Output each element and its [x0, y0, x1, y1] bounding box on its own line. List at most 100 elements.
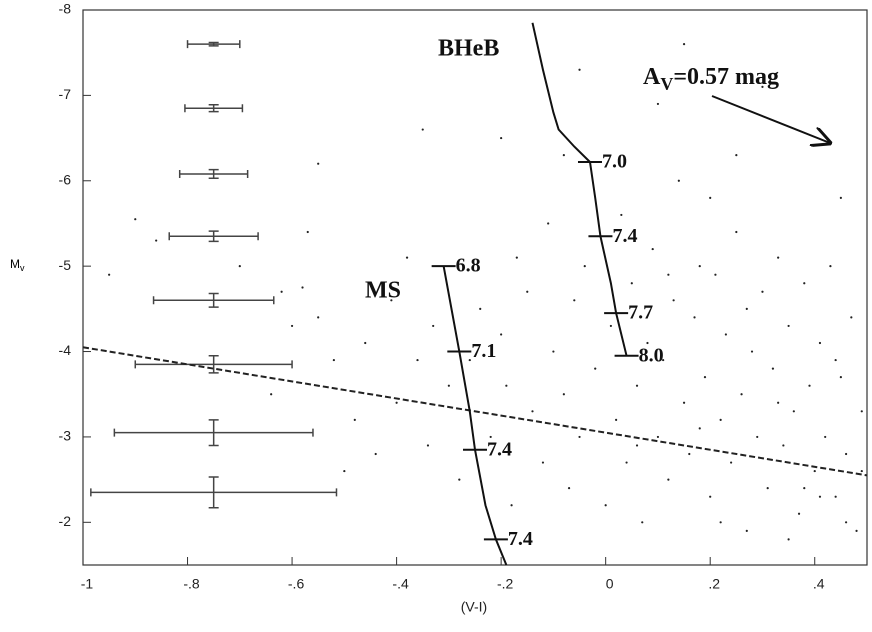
star-point	[306, 230, 309, 234]
star-point	[761, 290, 764, 293]
star-point	[698, 265, 701, 268]
error-bar-x-caps	[184, 104, 244, 113]
star-point	[730, 461, 733, 464]
star-point	[635, 384, 639, 387]
plot-frame	[82, 9, 868, 566]
star-point	[808, 384, 811, 387]
error-bar-x-caps	[168, 232, 259, 241]
star-point	[656, 435, 660, 439]
star-point	[709, 196, 712, 199]
star-point	[447, 43, 450, 46]
x-tick-label: .2	[708, 576, 720, 592]
star-point	[860, 469, 863, 473]
error-bar-y	[208, 292, 219, 308]
star-point	[630, 282, 633, 285]
star-point	[803, 282, 806, 285]
star-point	[698, 427, 701, 430]
star-point	[620, 213, 623, 217]
star-point	[625, 461, 628, 464]
error-bar-x-caps	[186, 40, 241, 49]
error-bar-y	[208, 476, 219, 509]
star-point	[615, 418, 618, 421]
y-axis-label-main: M	[10, 257, 20, 271]
star-point	[155, 239, 158, 242]
star-point	[567, 487, 571, 490]
star-point	[777, 401, 780, 404]
star-point	[834, 495, 837, 498]
error-bar-x-caps	[134, 360, 293, 369]
y-tick-label: -3	[59, 428, 72, 444]
annotation-sub: V	[660, 74, 673, 94]
star-point	[656, 102, 660, 106]
star-point	[552, 350, 555, 353]
star-point	[735, 154, 738, 157]
star-point	[839, 196, 842, 199]
star-point	[270, 393, 273, 396]
star-point	[515, 256, 518, 259]
x-tick-label: -1	[81, 576, 94, 592]
star-point	[724, 333, 727, 336]
y-tick-label: -4	[59, 342, 72, 358]
x-tick-label: -.8	[183, 576, 200, 592]
y-tick-label: -7	[59, 86, 72, 102]
star-point	[771, 367, 775, 370]
star-point	[860, 410, 863, 413]
star-point	[714, 273, 717, 276]
x-tick-label: -.2	[497, 576, 514, 592]
star-point	[426, 444, 430, 447]
error-bar-x-caps	[90, 488, 338, 497]
star-point	[787, 538, 790, 541]
age-label: 7.4	[508, 528, 533, 550]
star-point	[803, 487, 806, 490]
star-point	[547, 222, 550, 225]
star-point	[719, 418, 722, 421]
star-point	[573, 299, 576, 302]
error-bar-y	[208, 168, 219, 179]
star-point	[583, 265, 586, 268]
star-point	[824, 435, 827, 439]
reddening-arrow	[711, 95, 830, 143]
track-label: BHeB	[438, 36, 499, 62]
star-point	[578, 435, 581, 439]
age-label: 8.0	[639, 344, 664, 366]
y-tick-label: -2	[59, 513, 72, 529]
star-point	[531, 410, 534, 413]
star-point	[353, 418, 356, 421]
star-point	[818, 495, 822, 498]
star-point	[562, 154, 565, 157]
star-point	[792, 410, 795, 413]
star-point	[290, 324, 294, 328]
x-tick-label: -.6	[288, 576, 305, 592]
x-tick-label: 0	[606, 576, 614, 592]
star-point	[646, 341, 649, 345]
annotation-rest: =0.57 mag	[673, 64, 779, 90]
y-tick-label: -6	[59, 171, 72, 187]
star-point	[756, 435, 759, 439]
star-point	[839, 376, 842, 379]
star-point	[505, 384, 508, 387]
star-point	[635, 444, 639, 447]
annotation: AV=0.57 mag	[643, 64, 779, 95]
star-point	[395, 401, 398, 404]
star-point	[766, 487, 769, 490]
star-point	[374, 452, 377, 456]
error-bar-x-caps	[152, 296, 275, 305]
star-point	[447, 384, 450, 387]
star-point	[745, 307, 748, 310]
star-point	[541, 461, 545, 464]
age-label: 7.1	[471, 340, 496, 362]
star-point	[719, 521, 722, 524]
star-point	[703, 376, 707, 379]
x-axis-label: (V-I)	[461, 599, 487, 615]
age-label: 7.7	[628, 302, 653, 324]
error-bar-y	[208, 41, 219, 47]
annotation-main: A	[643, 64, 661, 90]
star-point	[594, 367, 597, 370]
star-point	[432, 324, 435, 328]
star-point	[844, 452, 848, 456]
star-point	[301, 286, 304, 289]
age-label: 7.4	[487, 438, 512, 460]
star-point	[682, 43, 686, 46]
star-point	[390, 299, 393, 302]
